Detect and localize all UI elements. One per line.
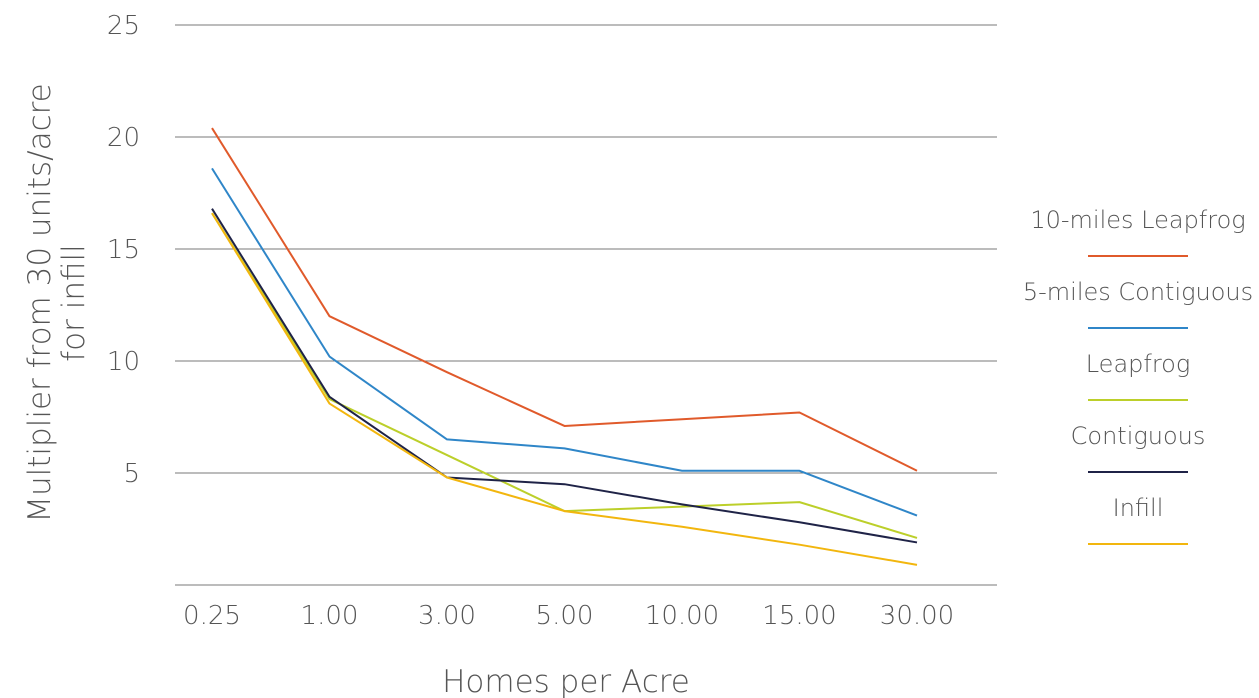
legend-label: Leapfrog <box>1086 350 1191 378</box>
x-tick-label: 0.25 <box>183 601 241 631</box>
x-tick-label: 5.00 <box>536 601 594 631</box>
x-tick-label: 3.00 <box>418 601 476 631</box>
legend: 10-miles Leapfrog 5-miles Contiguous Leapf… <box>1023 206 1253 545</box>
series-line-leapfrog <box>211 212 918 539</box>
series-line-5-miles-contiguous <box>211 167 918 517</box>
legend-label: Infill <box>1113 494 1164 522</box>
legend-label: 5-miles Contiguous <box>1023 278 1253 306</box>
y-tick-label: 10 <box>107 347 140 377</box>
series-line-contiguous <box>211 208 918 544</box>
x-axis-label: Homes per Acre <box>442 664 690 698</box>
x-tick-label: 10.00 <box>645 601 719 631</box>
y-axis-label-line-2: for infill <box>56 244 92 362</box>
legend-label: Contiguous <box>1071 422 1206 450</box>
y-tick-label: 20 <box>107 123 140 153</box>
y-tick-label: 25 <box>107 11 140 41</box>
x-tick-label: 30.00 <box>880 601 954 631</box>
series-line-infill <box>211 212 918 566</box>
y-axis-label: Multiplier from 30 units/acre for infill <box>22 83 92 522</box>
y-tick-label: 15 <box>107 235 140 265</box>
x-tick-label: 15.00 <box>762 601 836 631</box>
gridlines <box>175 24 997 586</box>
legend-label: 10-miles Leapfrog <box>1030 206 1245 234</box>
x-axis-ticks: 0.25 1.00 3.00 5.00 10.00 15.00 30.00 <box>183 601 954 631</box>
x-tick-label: 1.00 <box>301 601 359 631</box>
y-axis-ticks: 5 10 15 20 25 <box>107 11 140 489</box>
series-lines <box>211 127 918 566</box>
y-axis-label-line-1: Multiplier from 30 units/acre <box>22 83 58 522</box>
y-tick-label: 5 <box>123 459 140 489</box>
series-line-10-miles-leapfrog <box>211 127 918 472</box>
